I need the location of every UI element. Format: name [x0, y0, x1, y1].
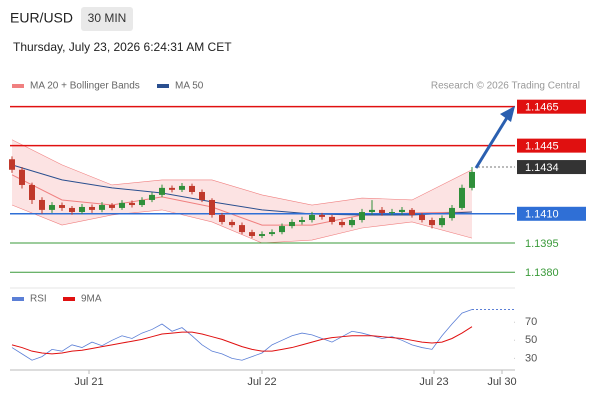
candle-body — [189, 185, 195, 192]
bollinger-lower — [11, 204, 473, 244]
level-label: 1.1434 — [525, 162, 559, 174]
candle-body — [359, 212, 365, 221]
candle-body — [199, 191, 205, 200]
candle-body — [279, 226, 285, 233]
timeframe: 30 MIN — [88, 11, 127, 25]
candle-body — [139, 199, 145, 206]
level-box — [517, 138, 586, 153]
candle-body — [379, 209, 385, 214]
x-tick-label: Jul 22 — [247, 376, 276, 388]
candle-body — [419, 214, 425, 221]
legend-label: 9MA — [81, 294, 102, 305]
level-box — [517, 160, 586, 175]
candle-body — [79, 206, 85, 213]
datetime: Thursday, July 23, 2026 6:24:31 AM CET — [13, 40, 232, 54]
legend-swatch — [63, 297, 75, 301]
candle-body — [9, 159, 15, 170]
y-tick-label: 50 — [525, 334, 537, 346]
rsi-line — [11, 326, 473, 355]
candle-body — [169, 187, 175, 190]
candle-body — [469, 171, 475, 188]
timeframe-box — [81, 7, 133, 31]
candle-body — [289, 221, 295, 227]
candle-body — [29, 184, 35, 200]
level-label: 1.1410 — [525, 209, 559, 221]
candle-body — [69, 207, 75, 213]
candle-body — [429, 220, 435, 226]
candle-body — [409, 209, 415, 215]
candle-body — [209, 199, 215, 215]
candle-body — [159, 187, 165, 195]
candle-body — [179, 185, 185, 190]
bollinger-band — [12, 139, 472, 243]
candle-body — [119, 202, 125, 208]
candle-body — [249, 232, 255, 236]
candle-body — [339, 221, 345, 226]
level-label: 1.1395 — [525, 238, 559, 250]
ma50-line — [11, 164, 473, 216]
candle-body — [219, 214, 225, 222]
legend-swatch — [12, 297, 24, 301]
legend-swatch — [157, 84, 169, 88]
candle-body — [99, 205, 105, 210]
level-label: 1.1465 — [525, 102, 559, 114]
level-box — [517, 206, 586, 221]
x-tick-label: Jul 30 — [487, 376, 516, 388]
symbol: EUR/USD — [10, 10, 73, 26]
x-tick-label: Jul 21 — [74, 376, 103, 388]
candle-body — [39, 199, 45, 210]
candle-body — [389, 212, 395, 214]
bollinger-upper — [11, 139, 473, 206]
candle-body — [319, 214, 325, 217]
legend-label: MA 20 + Bollinger Bands — [30, 81, 140, 92]
candle-body — [299, 220, 305, 222]
level-box — [517, 99, 586, 114]
forecast-arrow — [474, 115, 510, 169]
candle-body — [109, 205, 115, 208]
candle-body — [19, 169, 25, 185]
candle-body — [309, 214, 315, 221]
candle-body — [229, 221, 235, 226]
candle-body — [49, 205, 55, 210]
copyright: Research © 2026 Trading Central — [431, 81, 580, 92]
level-label: 1.1445 — [525, 141, 559, 153]
candle-body — [439, 218, 445, 226]
candle-body — [269, 232, 275, 235]
candle-body — [329, 216, 335, 222]
candle-body — [349, 220, 355, 226]
candle-body — [59, 205, 65, 208]
candle-body — [239, 225, 245, 233]
candle-body — [399, 209, 405, 213]
level-label: 1.1380 — [525, 267, 559, 279]
y-tick-label: 30 — [525, 352, 537, 364]
candle-body — [89, 206, 95, 210]
legend-swatch — [12, 84, 24, 88]
forecast-arrowhead — [500, 106, 515, 122]
candle-body — [369, 209, 375, 213]
candle-body — [459, 187, 465, 208]
x-tick-label: Jul 23 — [419, 376, 448, 388]
candle-body — [129, 202, 135, 206]
candle-body — [149, 194, 155, 200]
y-tick-label: 70 — [525, 316, 537, 328]
candle-body — [449, 207, 455, 219]
candle-body — [259, 234, 265, 236]
legend-label: MA 50 — [175, 81, 204, 92]
legend-label: RSI — [30, 294, 47, 305]
